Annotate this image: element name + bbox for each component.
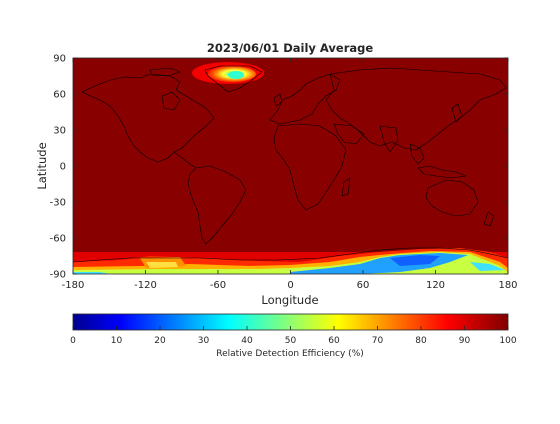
greenland-anomaly — [192, 62, 264, 84]
x-tick-label: 120 — [426, 280, 445, 291]
y-tick-label: 0 — [60, 162, 66, 173]
y-tick-label: 60 — [53, 90, 66, 101]
y-axis: 90 60 30 0 -30 -60 -90 — [50, 54, 508, 281]
x-tick-label: 180 — [498, 280, 517, 291]
colorbar-label: Relative Detection Efficiency (%) — [216, 349, 364, 359]
x-tick-label: -180 — [62, 280, 85, 291]
x-axis-label: Longitude — [261, 293, 318, 307]
y-tick-label: 30 — [53, 126, 66, 137]
colorbar-tick-label: 90 — [459, 336, 471, 346]
colorbar: 0 10 20 30 40 50 60 70 80 90 100 Relative Detectio… — [70, 313, 517, 359]
y-tick-label: -30 — [50, 198, 66, 209]
colorbar-tick-label: 80 — [415, 336, 427, 346]
x-tick-label: 0 — [287, 280, 293, 291]
colorbar-tick-label: 100 — [499, 336, 516, 346]
y-tick-label: 90 — [53, 54, 66, 65]
antarctic-anomaly — [73, 248, 508, 274]
field-shading — [73, 58, 508, 274]
colorbar-tick-label: 60 — [328, 336, 340, 346]
colorbar-tick-label: 50 — [285, 336, 297, 346]
colorbar-tick-label: 70 — [372, 336, 384, 346]
background-field — [73, 58, 508, 274]
x-tick-label: 60 — [357, 280, 370, 291]
y-axis-label: Latitude — [35, 142, 49, 189]
coastlines — [73, 65, 508, 263]
x-tick-label: -120 — [134, 280, 157, 291]
colorbar-tick-label: 20 — [154, 336, 166, 346]
colorbar-tick-label: 40 — [241, 336, 253, 346]
colorbar-tick-label: 0 — [70, 336, 76, 346]
y-tick-label: -90 — [50, 270, 66, 281]
y-tick-label: -60 — [50, 234, 66, 245]
colorbar-tick-label: 10 — [111, 336, 123, 346]
x-axis: -180 -120 -60 0 60 120 180 — [62, 58, 518, 291]
colorbar-ticks: 0 10 20 30 40 50 60 70 80 90 100 — [70, 326, 517, 346]
map-title: 2023/06/01 Daily Average — [207, 41, 374, 55]
colorbar-tick-label: 30 — [198, 336, 210, 346]
map-plot-area — [73, 58, 508, 274]
x-tick-label: -60 — [210, 280, 226, 291]
